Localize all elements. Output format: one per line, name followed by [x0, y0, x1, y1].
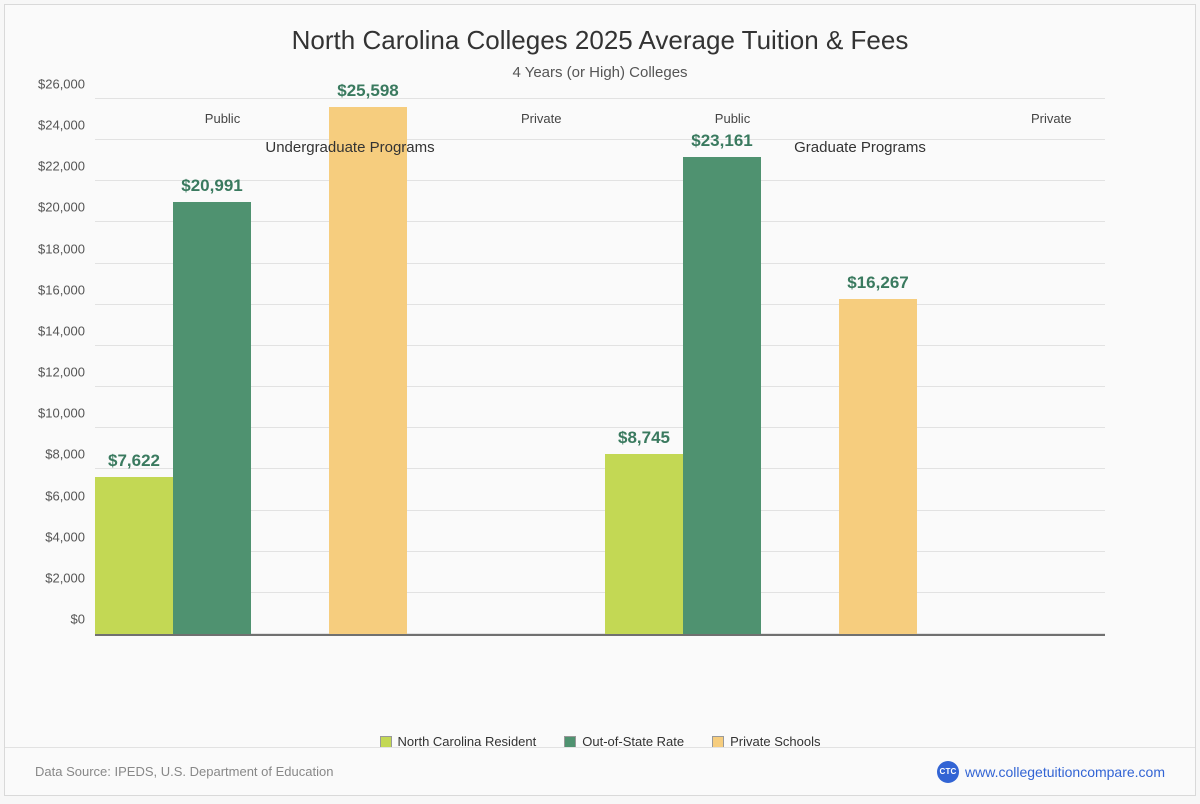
bar-value-label: $8,745: [618, 428, 670, 448]
chart-card: North Carolina Colleges 2025 Average Tui…: [4, 4, 1196, 796]
legend-swatch-private: [712, 736, 724, 748]
yaxis-tick-label: $22,000: [10, 159, 85, 174]
bar-grad-public-resident[interactable]: $8,745: [605, 454, 683, 634]
bar-value-label: $16,267: [847, 273, 908, 293]
yaxis-tick-label: $16,000: [10, 282, 85, 297]
category-label-public-group0: Public: [205, 111, 240, 126]
bar-undergrad-private[interactable]: $25,598: [329, 107, 407, 634]
yaxis-tick-label: $10,000: [10, 406, 85, 421]
yaxis-tick-label: $4,000: [10, 529, 85, 544]
bar-value-label: $23,161: [691, 131, 752, 151]
bar-group-graduate: $8,745 $23,161 $16,267: [605, 157, 1115, 634]
yaxis-tick-label: $2,000: [10, 570, 85, 585]
yaxis-tick-label: $6,000: [10, 488, 85, 503]
brand-icon: CTC: [937, 761, 959, 783]
yaxis-tick-label: $18,000: [10, 241, 85, 256]
legend-swatch-outofstate: [564, 736, 576, 748]
brand-link[interactable]: CTC www.collegetuitioncompare.com: [937, 761, 1165, 783]
category-label-private-group1: Private: [1031, 111, 1071, 126]
bar-undergrad-public-resident[interactable]: $7,622: [95, 477, 173, 634]
category-label-private-group0: Private: [521, 111, 561, 126]
yaxis-tick-label: $24,000: [10, 118, 85, 133]
bar-value-label: $20,991: [181, 176, 242, 196]
bar-undergrad-public-outofstate[interactable]: $20,991: [173, 202, 251, 634]
yaxis-tick-label: $26,000: [10, 77, 85, 92]
group-label-undergraduate: Undergraduate Programs: [265, 139, 434, 156]
chart-footer: Data Source: IPEDS, U.S. Department of E…: [5, 747, 1195, 795]
chart-header: North Carolina Colleges 2025 Average Tui…: [5, 5, 1195, 81]
yaxis-tick-label: $14,000: [10, 323, 85, 338]
gridline: [95, 98, 1105, 99]
yaxis-tick-label: $0: [10, 612, 85, 627]
bar-value-label: $7,622: [108, 451, 160, 471]
brand-url-label: www.collegetuitioncompare.com: [965, 764, 1165, 780]
bar-grad-public-outofstate[interactable]: $23,161: [683, 157, 761, 634]
group-label-graduate: Graduate Programs: [794, 139, 926, 156]
chart-subtitle: 4 Years (or High) Colleges: [5, 64, 1195, 81]
plot-area: $0 $2,000 $4,000 $6,000 $8,000 $10,000 $12,000…: [95, 101, 1105, 636]
bar-grad-private[interactable]: $16,267: [839, 299, 917, 634]
legend-swatch-resident: [380, 736, 392, 748]
yaxis-tick-label: $8,000: [10, 447, 85, 462]
data-source-label: Data Source: IPEDS, U.S. Department of E…: [35, 764, 333, 779]
category-label-public-group1: Public: [715, 111, 750, 126]
bar-group-undergraduate: $7,622 $20,991 $25,598: [95, 107, 605, 634]
yaxis-tick-label: $20,000: [10, 200, 85, 215]
yaxis-tick-label: $12,000: [10, 365, 85, 380]
bar-value-label: $25,598: [337, 81, 398, 101]
chart-title: North Carolina Colleges 2025 Average Tui…: [5, 25, 1195, 56]
